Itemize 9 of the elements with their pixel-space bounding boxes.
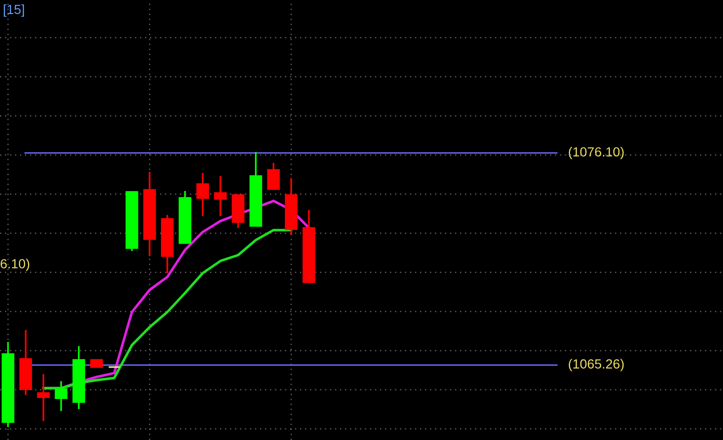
candlestick <box>196 172 210 217</box>
candlestick <box>267 162 280 190</box>
candlestick <box>37 373 50 422</box>
annotation: 6.10) <box>0 258 30 272</box>
candlestick <box>214 175 227 217</box>
candlestick <box>54 380 68 412</box>
ref-line-label: (1076.10) <box>568 146 624 160</box>
chart-title: [15] <box>4 4 24 17</box>
ref-line-label: (1065.26) <box>568 358 624 372</box>
